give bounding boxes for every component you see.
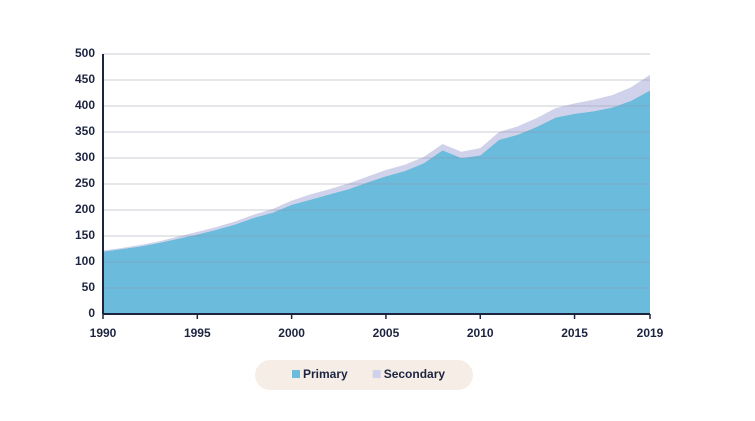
y-tick-label: 300 [75, 150, 95, 164]
y-tick-label: 350 [75, 124, 95, 138]
y-tick-label: 400 [75, 98, 95, 112]
x-tick-label: 1990 [90, 326, 117, 340]
legend-label: Primary [303, 367, 348, 381]
x-tick-label: 1995 [184, 326, 211, 340]
x-tick-label: 2015 [561, 326, 588, 340]
legend-swatch [292, 370, 300, 378]
x-tick-label: 2005 [373, 326, 400, 340]
y-tick-label: 500 [75, 46, 95, 60]
x-tick-label: 2000 [278, 326, 305, 340]
legend-label: Secondary [384, 367, 446, 381]
y-tick-label: 250 [75, 176, 95, 190]
area [103, 90, 650, 315]
y-tick-label: 100 [75, 254, 95, 268]
x-tick-label: 2010 [467, 326, 494, 340]
legend-swatch [372, 370, 381, 378]
y-tick-label: 0 [88, 306, 95, 320]
y-tick-label: 200 [75, 202, 95, 216]
y-tick-label: 450 [75, 72, 95, 86]
legend-box [255, 360, 473, 390]
y-tick-label: 150 [75, 228, 95, 242]
x-tick-label: 2019 [637, 326, 664, 340]
y-tick-label: 50 [82, 280, 96, 294]
